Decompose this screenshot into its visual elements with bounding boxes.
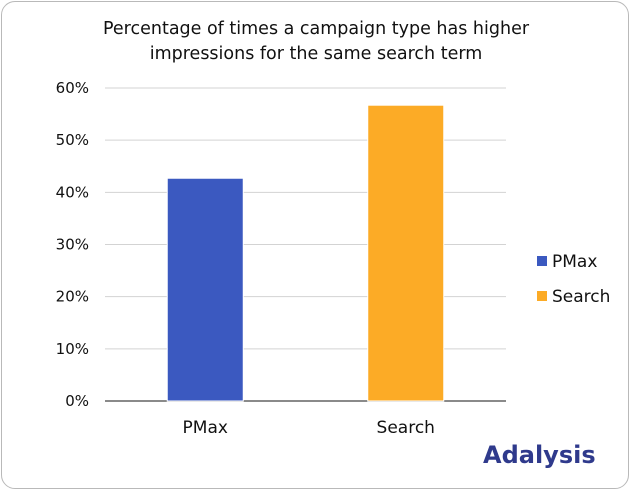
y-tick-label: 10% — [56, 340, 89, 358]
chart-title-line-2: impressions for the same search term — [150, 44, 483, 64]
legend-swatch-pmax — [537, 256, 547, 266]
y-tick-label: 20% — [56, 288, 89, 306]
y-tick-label: 0% — [65, 392, 89, 410]
brand-logo: Adalysis — [483, 441, 596, 469]
brand-logo-text: Adalysis — [483, 441, 596, 469]
bars — [166, 104, 445, 402]
x-axis-categories: PMax Search — [183, 418, 435, 438]
y-tick-label: 30% — [56, 236, 89, 254]
x-category-label: PMax — [183, 418, 228, 438]
y-tick-label: 40% — [56, 183, 89, 201]
legend-swatch-search — [537, 291, 547, 301]
y-axis-ticks: 0% 10% 20% 30% 40% 50% 60% — [56, 79, 89, 410]
y-tick-label: 60% — [56, 79, 89, 97]
y-tick-label: 50% — [56, 131, 89, 149]
legend-label: PMax — [552, 252, 597, 272]
gridlines — [105, 87, 506, 402]
bar-search — [367, 104, 445, 402]
bar-pmax — [166, 177, 244, 402]
chart-title-line-1: Percentage of times a campaign type has … — [103, 19, 530, 39]
legend: PMax Search — [537, 252, 610, 307]
legend-label: Search — [552, 287, 610, 307]
x-category-label: Search — [377, 418, 435, 438]
